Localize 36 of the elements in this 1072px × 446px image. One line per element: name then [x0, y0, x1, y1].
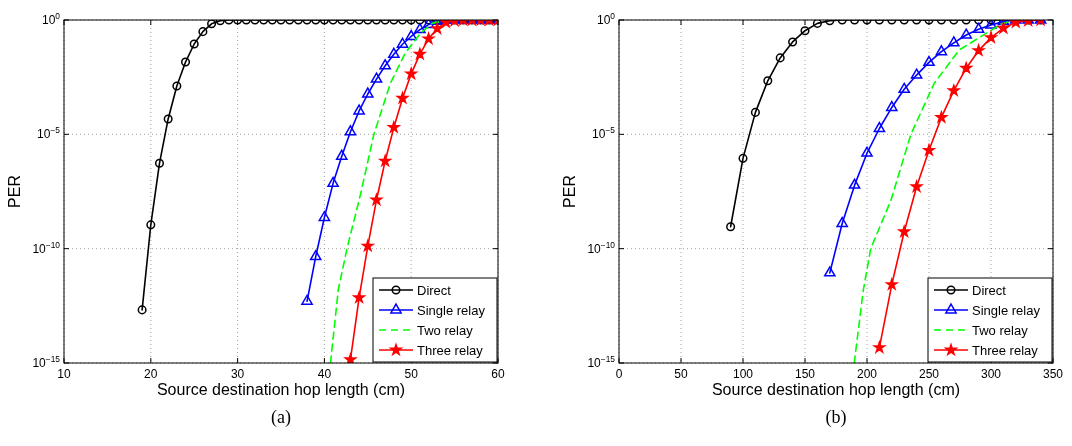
x-tick-label: 350 [1042, 367, 1064, 381]
y-tick-label: 10$^{−10}$ [587, 239, 616, 256]
legend-label: Direct [417, 283, 452, 298]
y-tick-label: 10$^{−15}$ [32, 354, 61, 370]
x-tick-label: 300 [980, 367, 1002, 381]
legend-label: Single relay [972, 303, 1041, 318]
x-tick-label: 100 [732, 367, 754, 381]
legend-label: Three relay [417, 343, 484, 358]
y-axis-title: PER [6, 175, 23, 208]
x-tick-label: 60 [491, 367, 505, 381]
x-tick-label: 150 [794, 367, 816, 381]
legend-label: Single relay [417, 303, 486, 318]
y-tick-label: 10$^{0}$ [596, 11, 616, 27]
x-axis-title: Source destination hop length (cm) [711, 381, 961, 398]
x-tick-label: 10 [57, 367, 71, 381]
legend-label: Two relay [972, 323, 1029, 338]
y-axis-title: PER [561, 175, 578, 208]
x-tick-label: 20 [144, 367, 158, 381]
x-tick-label: 0 [615, 367, 623, 381]
x-tick-label: 250 [918, 367, 940, 381]
x-tick-label: 50 [404, 367, 419, 381]
y-tick-label: 10$^{−15}$ [587, 354, 616, 370]
legend-label: Three relay [972, 343, 1039, 358]
y-tick-label: 10$^{0}$ [41, 11, 61, 27]
x-axis-title: Source destination hop length (cm) [156, 381, 406, 398]
x-tick-label: 200 [856, 367, 878, 381]
text: (b) [825, 407, 847, 428]
x-tick-label: 50 [674, 367, 688, 381]
text: (a) [271, 407, 291, 428]
y-tick-label: 10$^{−5}$ [37, 125, 61, 142]
x-tick-label: 30 [230, 367, 245, 381]
y-tick-label: 10$^{−5}$ [592, 125, 616, 142]
legend-label: Direct [972, 283, 1007, 298]
x-tick-label: 40 [317, 367, 332, 381]
y-tick-label: 10$^{−10}$ [32, 239, 61, 256]
legend-label: Two relay [417, 323, 474, 338]
